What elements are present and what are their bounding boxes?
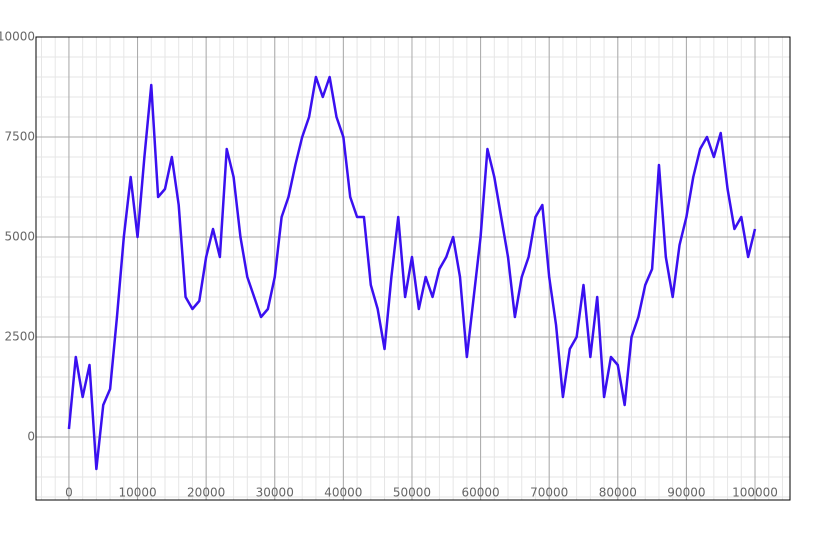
x-tick-label: 60000 <box>461 486 499 500</box>
line <box>67 75 757 471</box>
x-tick-label: 40000 <box>324 486 362 500</box>
y-tick-label: 7500 <box>4 130 35 144</box>
y-tick-label: 10000 <box>0 30 35 44</box>
x-tick-label: 70000 <box>530 486 568 500</box>
x-tick-label: 20000 <box>187 486 225 500</box>
plot-border <box>35 36 791 501</box>
x-tick-label: 30000 <box>256 486 294 500</box>
x-tick-label: 80000 <box>599 486 637 500</box>
y-tick-label: 0 <box>27 430 35 444</box>
y-tick-label: 2500 <box>4 330 35 344</box>
x-tick-label: 100000 <box>732 486 778 500</box>
x-tick-label: 50000 <box>393 486 431 500</box>
y-tick-label: 5000 <box>4 230 35 244</box>
x-tick-label: 10000 <box>118 486 156 500</box>
x-tick-label: 0 <box>65 486 73 500</box>
x-tick-label: 90000 <box>667 486 705 500</box>
